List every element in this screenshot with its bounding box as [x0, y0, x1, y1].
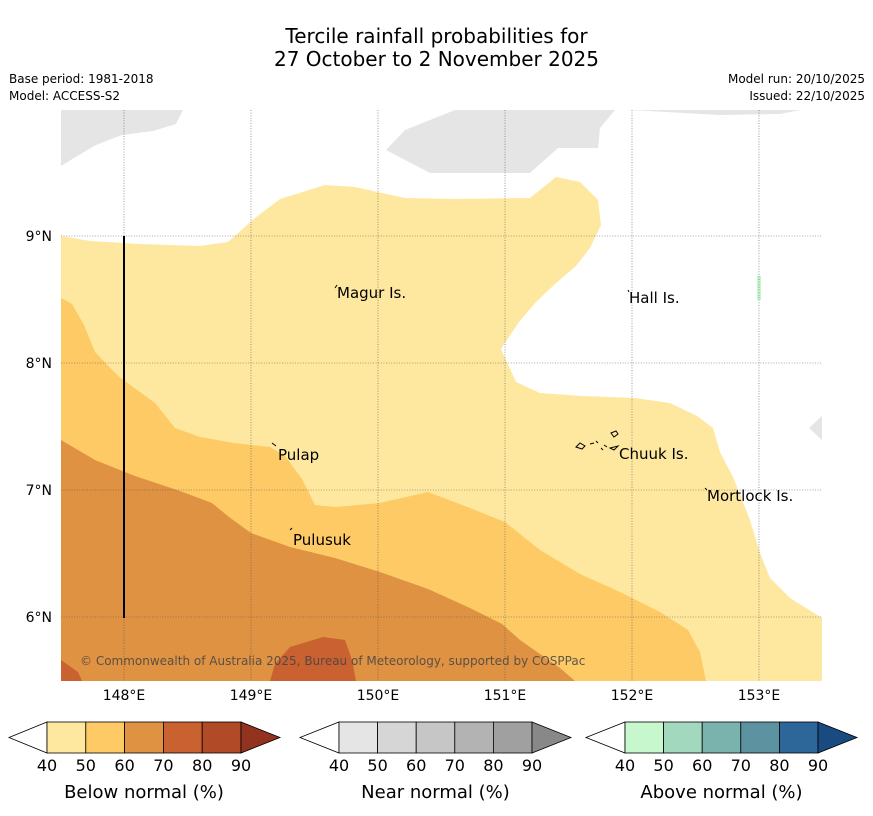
lat-label-6n: 6°N — [26, 610, 52, 626]
near-normal-area-top — [630, 110, 800, 115]
copyright-text: © Commonwealth of Australia 2025, Bureau… — [80, 654, 585, 668]
colorbar-extend-high — [240, 721, 282, 754]
colorbar-tick-label: 60 — [692, 756, 712, 775]
legend-below-normal: 40 50 60 70 80 90 Below normal (%) — [7, 721, 282, 803]
model-name: Model: ACCESS-S2 — [9, 89, 121, 103]
lon-label-150e: 150°E — [357, 688, 400, 704]
issued-date: Issued: 22/10/2025 — [749, 89, 865, 103]
below-normal-70-80-area — [270, 637, 356, 681]
lon-label-149e: 149°E — [230, 688, 273, 704]
colorbar-segment — [338, 721, 378, 754]
colorbar-title: Below normal (%) — [64, 782, 224, 803]
colorbar-tick-label: 50 — [76, 756, 96, 775]
colorbar-segment — [663, 721, 703, 754]
lat-label-8n: 8°N — [26, 356, 52, 372]
lat-label-7n: 7°N — [26, 483, 52, 499]
colorbar-title: Near normal (%) — [361, 782, 510, 803]
colorbar-tick-label: 90 — [522, 756, 542, 775]
colorbar-tick-label: 60 — [406, 756, 426, 775]
colorbar-extend-low — [298, 721, 340, 754]
colorbar-tick-label: 80 — [192, 756, 212, 775]
below-normal-60-70-area — [61, 440, 575, 681]
colorbar-tick-label: 90 — [808, 756, 828, 775]
place-label-magur: Magur Is. — [337, 284, 406, 302]
colorbar-tick-label: 60 — [114, 756, 134, 775]
lon-label-148e: 148°E — [103, 688, 146, 704]
lon-label-151e: 151°E — [484, 688, 527, 704]
colorbar-extend-low — [584, 721, 626, 754]
latitude-labels: 9°N 8°N 7°N 6°N — [26, 229, 52, 626]
lon-label-152e: 152°E — [611, 688, 654, 704]
place-label-hall: Hall Is. — [629, 289, 680, 307]
colorbar-segment — [624, 721, 664, 754]
colorbar-extend-high — [817, 721, 859, 754]
gridlines — [61, 110, 822, 681]
colorbar-segment — [85, 721, 126, 754]
colorbar-tick-label: 70 — [445, 756, 465, 775]
colorbar-segment — [162, 721, 203, 754]
lat-label-9n: 9°N — [26, 229, 52, 245]
colorbar-tick-label: 50 — [653, 756, 673, 775]
colorbar-tick-label: 80 — [769, 756, 789, 775]
colorbar-segment — [46, 721, 87, 754]
base-period: Base period: 1981-2018 — [9, 72, 154, 86]
colorbar-tick-label: 40 — [329, 756, 349, 775]
colorbar-tick-label: 40 — [37, 756, 57, 775]
near-normal-area-ne — [386, 110, 615, 173]
colorbar-segment — [492, 721, 533, 754]
colorbar-tick-label: 90 — [231, 756, 251, 775]
colorbar-tick-label: 50 — [367, 756, 387, 775]
near-normal-area-nw — [61, 110, 183, 166]
colorbar-segment — [740, 721, 780, 754]
probability-fields: Magur Is. Hall Is. Pulap Chuuk Is. Mortl… — [61, 110, 822, 681]
near-normal-area-east — [809, 416, 822, 440]
colorbar-segment — [124, 721, 164, 754]
colorbar-segment — [779, 721, 819, 754]
colorbar-segment — [415, 721, 456, 754]
longitude-labels: 148°E 149°E 150°E 151°E 152°E 153°E — [103, 688, 781, 704]
lon-label-153e: 153°E — [738, 688, 781, 704]
legend-near-normal: 40 50 60 70 80 90 Near normal (%) — [298, 721, 573, 803]
colorbar-tick-label: 40 — [615, 756, 635, 775]
colorbar-title: Above normal (%) — [640, 782, 802, 803]
colorbar-segment — [701, 721, 742, 754]
place-label-pulusuk: Pulusuk — [293, 531, 351, 549]
colorbar-extend-high — [531, 721, 573, 754]
place-label-pulap: Pulap — [278, 446, 319, 464]
colorbar-tick-label: 70 — [153, 756, 173, 775]
colorbar-segment — [201, 721, 242, 754]
above-normal-speck — [757, 276, 761, 300]
colorbar-tick-label: 70 — [731, 756, 751, 775]
below-normal-70-80-area-sw — [61, 660, 82, 681]
title-line-2: 27 October to 2 November 2025 — [273, 47, 600, 71]
colorbar-tick-label: 80 — [483, 756, 503, 775]
place-label-chuuk: Chuuk Is. — [619, 445, 688, 463]
colorbar-segment — [377, 721, 417, 754]
legend-above-normal: 40 50 60 70 80 90 Above normal (%) — [584, 721, 859, 803]
colorbar-segment — [454, 721, 494, 754]
title-line-1: Tercile rainfall probabilities for — [285, 24, 588, 48]
model-run: Model run: 20/10/2025 — [727, 72, 865, 86]
colorbar-extend-low — [7, 721, 48, 754]
place-label-mortlock: Mortlock Is. — [707, 487, 793, 505]
island-outlines — [271, 284, 708, 531]
